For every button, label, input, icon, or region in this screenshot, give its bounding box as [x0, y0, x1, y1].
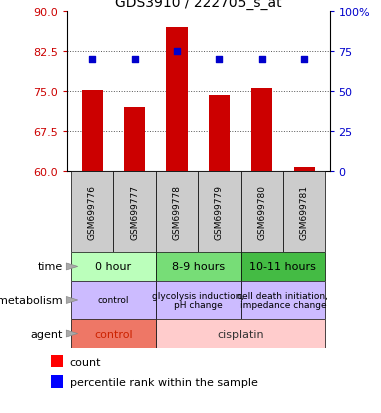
Text: control: control [98, 296, 129, 305]
Text: GSM699776: GSM699776 [88, 184, 97, 239]
Text: cisplatin: cisplatin [217, 329, 264, 339]
Text: percentile rank within the sample: percentile rank within the sample [69, 377, 258, 387]
Bar [283, 171, 325, 252]
Bar [251, 89, 272, 171]
Text: control: control [94, 329, 133, 339]
Text: GSM699777: GSM699777 [130, 184, 139, 239]
Text: 0 hour: 0 hour [95, 262, 131, 272]
Text: agent: agent [30, 329, 63, 339]
Text: time: time [38, 262, 63, 272]
Text: cell death initiation,
impedance change: cell death initiation, impedance change [237, 291, 328, 310]
Bar [51, 355, 62, 367]
Point [301, 57, 307, 64]
Bar [293, 167, 315, 171]
Bar [156, 252, 240, 282]
Text: GSM699779: GSM699779 [215, 184, 224, 239]
Point [174, 49, 180, 55]
Text: glycolysis induction,
pH change: glycolysis induction, pH change [152, 291, 244, 310]
Point [259, 57, 265, 64]
Text: metabolism: metabolism [0, 295, 63, 305]
Bar [156, 319, 325, 349]
Bar [156, 282, 240, 319]
Point [131, 57, 138, 64]
Text: 10-11 hours: 10-11 hours [250, 262, 316, 272]
Bar [71, 319, 156, 349]
Title: GDS3910 / 222705_s_at: GDS3910 / 222705_s_at [115, 0, 282, 10]
Polygon shape [66, 330, 78, 337]
Bar [240, 252, 325, 282]
Bar [71, 282, 156, 319]
Bar [240, 171, 283, 252]
Text: 8-9 hours: 8-9 hours [171, 262, 225, 272]
Bar [71, 171, 113, 252]
Bar [113, 171, 156, 252]
Bar [71, 252, 156, 282]
Point [216, 57, 223, 64]
Bar [166, 28, 187, 171]
Bar [124, 108, 145, 171]
Text: GSM699781: GSM699781 [299, 184, 309, 239]
Point [89, 57, 95, 64]
Text: count: count [69, 357, 101, 367]
Polygon shape [66, 297, 78, 304]
Bar [51, 375, 62, 388]
Bar [240, 282, 325, 319]
Bar [209, 96, 230, 171]
Polygon shape [66, 263, 78, 270]
Bar [198, 171, 240, 252]
Text: GSM699780: GSM699780 [257, 184, 266, 239]
Bar [82, 91, 103, 171]
Text: GSM699778: GSM699778 [173, 184, 181, 239]
Bar [156, 171, 198, 252]
